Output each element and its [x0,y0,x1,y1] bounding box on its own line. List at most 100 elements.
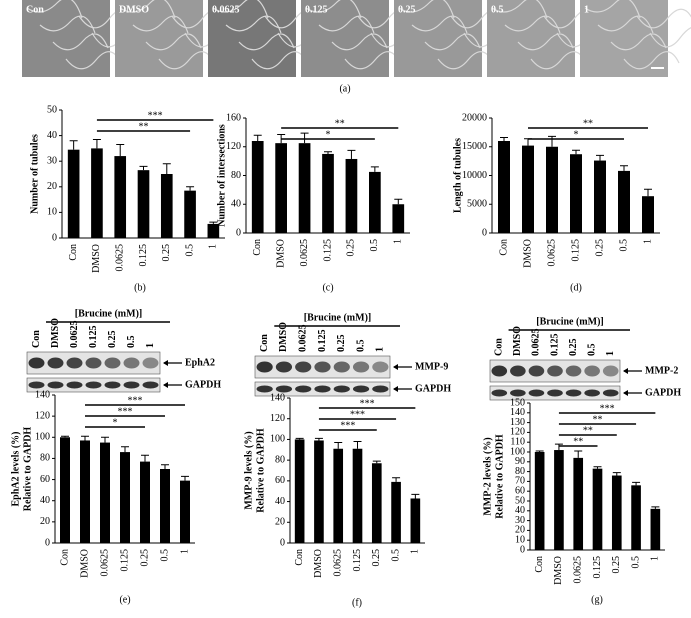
tubule [491,0,548,19]
x-tick-label: 0.5 [184,244,195,257]
error-bar [334,442,343,449]
blot-target: GAPDH [185,379,221,390]
band [142,357,159,369]
y-tick-label: 0 [482,227,487,238]
bar [534,452,545,550]
significance-label: * [113,417,118,428]
x-tick-label: 0.5 [369,239,380,252]
lane-label: 0.5 [126,336,137,349]
bar [570,154,582,233]
micrograph-label: 0.5 [491,4,504,15]
error-bar [535,450,544,452]
bar [642,196,654,233]
x-tick-label: Con [59,549,70,566]
lane-label: 1 [375,347,386,352]
tubule [411,15,468,34]
y-tick-label: 10 [47,207,57,218]
error-bar [324,151,332,154]
bar [573,457,584,550]
blot-target: GAPDH [645,387,681,398]
bar [60,437,70,543]
error-bar [353,441,362,449]
bar [371,463,382,543]
band [547,365,563,377]
band [142,381,159,389]
error-bar [372,460,381,464]
x-tick-label: 0.25 [346,239,357,257]
x-tick-label: 1 [393,239,404,244]
error-bar [632,481,641,486]
bar [631,485,641,550]
micrograph-label: 1 [584,4,589,15]
error-bar [392,477,401,482]
bar [207,223,220,238]
error-bar [121,446,129,453]
error-bar [347,149,356,159]
error-bar [186,186,195,191]
band [602,365,619,377]
y-tick-label: 0 [236,227,241,238]
x-tick-label: DMSO [275,239,286,268]
lane-label: 0.125 [88,326,99,349]
y-axis-title: MMP-2 levels (%) [482,437,493,515]
significance-label: * [326,129,331,140]
caption: (g) [591,594,603,605]
bar [391,481,401,543]
band [528,365,545,377]
lane-label: Con [259,334,270,352]
band [66,381,83,389]
error-bar [161,464,169,469]
lane-label: Con [31,330,42,348]
micrograph-label: Con [26,4,44,15]
y-tick-label: 100 [510,446,525,457]
band [256,385,273,393]
error-bar [651,506,660,509]
bar [611,475,622,550]
band [565,389,582,397]
error-bar [548,135,556,147]
x-tick-label: 0.5 [390,549,401,562]
tubule [251,51,308,70]
x-tick-label: 0.125 [119,549,130,572]
significance-label: * [574,129,579,140]
significance-label: ** [583,425,593,436]
bar [67,149,80,238]
tubule [52,33,109,51]
band [352,385,370,393]
tubule [26,0,83,19]
x-tick-label: 0.25 [139,549,150,567]
y-tick-label: 40 [47,130,57,141]
arrow-head [623,390,628,396]
bar [369,171,381,233]
x-tick-label: 1 [650,556,661,561]
tubule [331,33,388,51]
error-bar [92,138,101,149]
tubule [649,27,691,48]
lane-label: 0.0625 [531,329,542,357]
x-tick-label: DMSO [553,556,564,585]
band [314,361,331,373]
y-tick-label: 60 [275,475,285,486]
x-tick-label: 0.125 [138,244,149,267]
band [85,381,102,389]
bar [498,141,510,233]
x-tick-label: 0.0625 [299,239,310,267]
band [491,365,508,377]
y-tick-label: 50 [47,104,57,115]
y-axis-title: Relative to GAPDH [255,428,266,513]
x-tick-label: 1 [208,244,219,249]
band [104,381,121,389]
tubule [424,33,481,51]
bar [137,170,150,238]
blot-target: GAPDH [415,383,451,394]
band [510,389,526,397]
blot-target: MMP-2 [645,365,678,376]
band [47,357,64,369]
band [372,361,389,373]
caption: (e) [119,594,130,605]
error-bar [411,493,420,499]
y-tick-label: 80 [515,466,525,477]
bar [298,143,311,233]
error-bar [394,198,403,205]
error-bar [101,436,109,443]
